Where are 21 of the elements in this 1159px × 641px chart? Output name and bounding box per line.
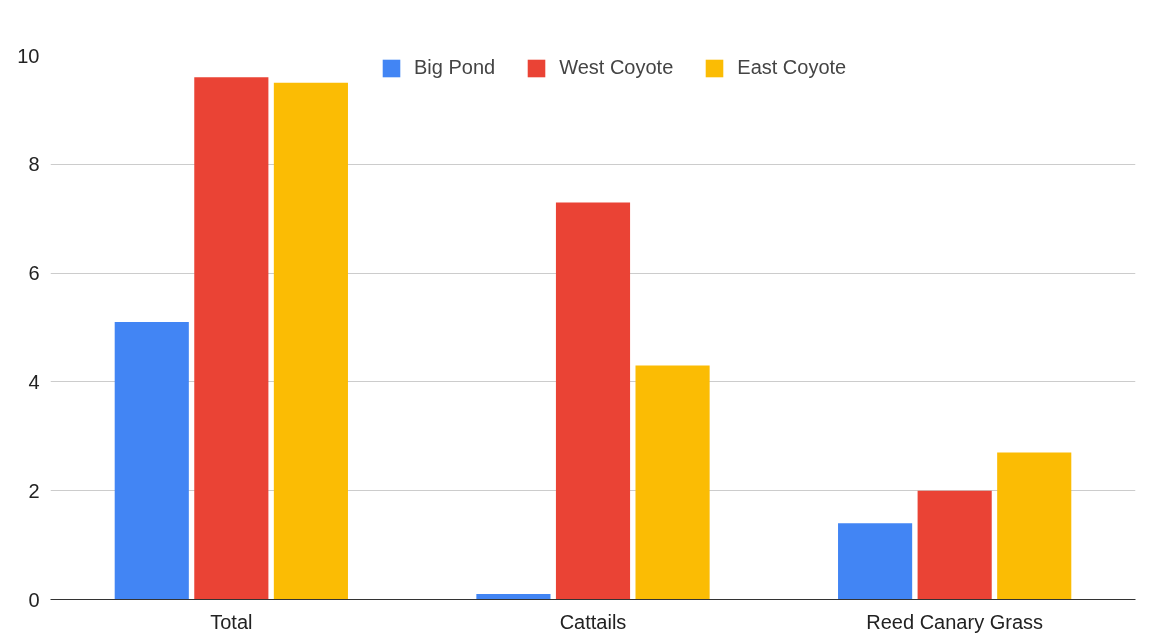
y-tick-label: 2 [28, 479, 40, 502]
x-tick-label: Cattails [559, 610, 627, 633]
bar [997, 452, 1072, 600]
x-tick-label: Reed Canary Grass [866, 610, 1044, 633]
bar [476, 594, 551, 600]
y-tick-label: 6 [28, 262, 40, 285]
bar [838, 523, 913, 600]
y-tick-label: 4 [28, 370, 40, 393]
legend-label: Big Pond [414, 56, 496, 79]
bar [555, 202, 631, 600]
bar [114, 322, 189, 600]
y-tick-label: 8 [28, 153, 40, 176]
x-tick-label: Total [210, 610, 253, 633]
y-tick-label: 0 [28, 588, 40, 611]
legend-label: East Coyote [737, 56, 847, 79]
bar [635, 365, 710, 600]
bar [194, 77, 269, 600]
y-tick-label: 10 [17, 44, 40, 67]
bar [917, 490, 992, 600]
bar [273, 82, 348, 600]
legend-label: West Coyote [559, 56, 674, 79]
